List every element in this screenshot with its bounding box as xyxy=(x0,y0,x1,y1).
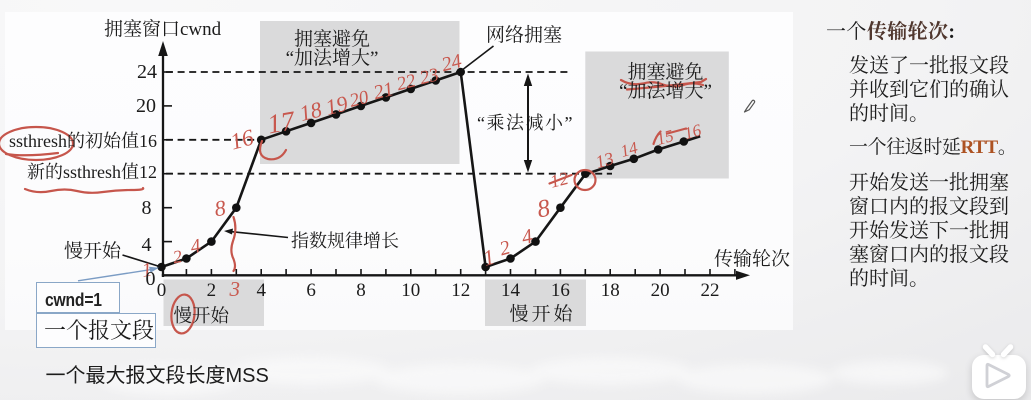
svg-text:17: 17 xyxy=(265,105,298,139)
svg-text:16: 16 xyxy=(228,124,257,154)
svg-text:2: 2 xyxy=(171,246,183,267)
svg-text:3: 3 xyxy=(229,277,241,301)
svg-text:18: 18 xyxy=(297,96,324,126)
svg-text:13: 13 xyxy=(593,148,616,172)
svg-text:24: 24 xyxy=(439,50,464,76)
svg-text:19: 19 xyxy=(323,90,350,120)
svg-text:15: 15 xyxy=(654,126,676,149)
svg-text:21: 21 xyxy=(371,78,396,104)
svg-text:8: 8 xyxy=(213,195,227,221)
svg-text:20: 20 xyxy=(347,87,371,112)
svg-text:22: 22 xyxy=(394,70,418,95)
svg-text:12: 12 xyxy=(548,168,570,192)
svg-text:23: 23 xyxy=(417,64,441,89)
svg-text:4: 4 xyxy=(519,224,535,250)
svg-text:2: 2 xyxy=(497,236,512,260)
svg-text:1: 1 xyxy=(480,244,497,271)
svg-text:4: 4 xyxy=(189,235,203,258)
svg-text:1: 1 xyxy=(140,259,153,282)
svg-text:8: 8 xyxy=(535,195,552,224)
svg-text:14: 14 xyxy=(618,138,640,161)
svg-text:16: 16 xyxy=(682,120,704,143)
